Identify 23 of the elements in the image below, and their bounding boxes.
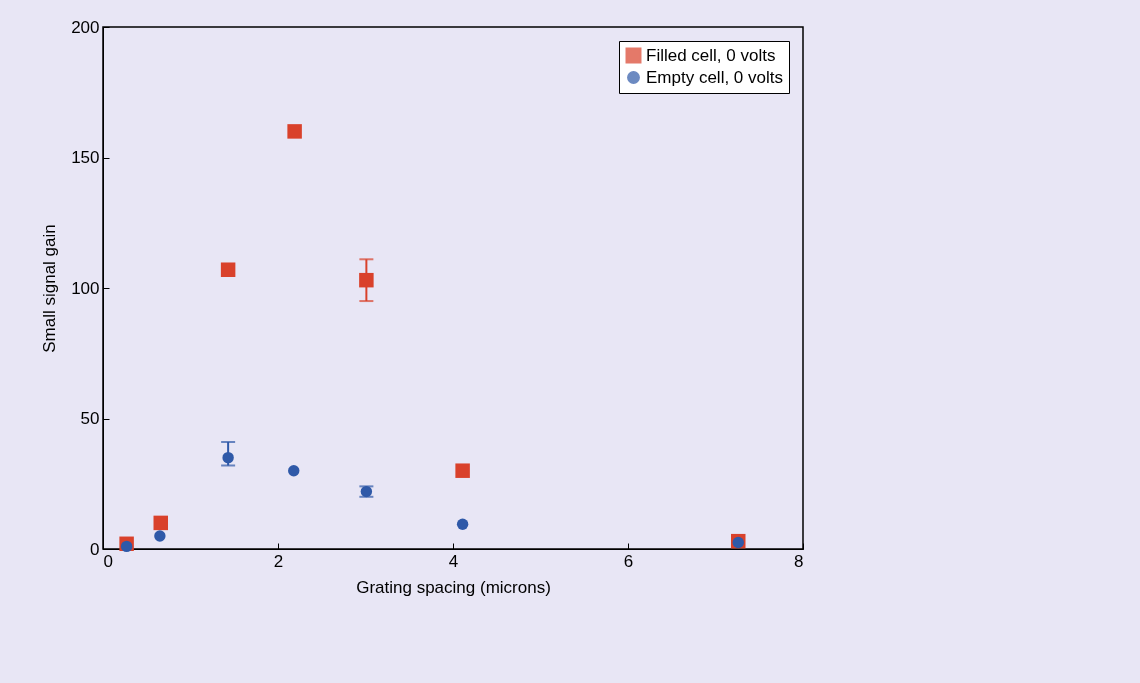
point <box>455 463 470 478</box>
y-tick-label: 200 <box>71 17 100 37</box>
y-tick-label: 150 <box>71 148 100 167</box>
point <box>222 451 234 464</box>
point <box>153 515 168 531</box>
x-tick-label: 0 <box>103 551 113 571</box>
point <box>120 540 133 553</box>
y-tick-label: 50 <box>80 409 100 428</box>
y-axis-title: Small signal gain <box>40 224 60 353</box>
x-tick-label: 6 <box>623 551 634 571</box>
legend-label: Filled cell, 0 volts <box>646 45 776 65</box>
point <box>220 262 236 277</box>
point <box>359 272 374 288</box>
point <box>288 465 300 477</box>
legend-label: Empty cell, 0 volts <box>646 67 783 87</box>
x-tick-label: 4 <box>448 551 459 571</box>
point <box>154 530 166 542</box>
y-tick-label: 100 <box>71 278 100 298</box>
x-tick-label: 8 <box>794 551 804 571</box>
point <box>287 124 302 139</box>
point <box>456 518 469 530</box>
x-axis-title: Grating spacing (microns) <box>356 577 551 597</box>
x-tick-label: 2 <box>273 551 284 571</box>
